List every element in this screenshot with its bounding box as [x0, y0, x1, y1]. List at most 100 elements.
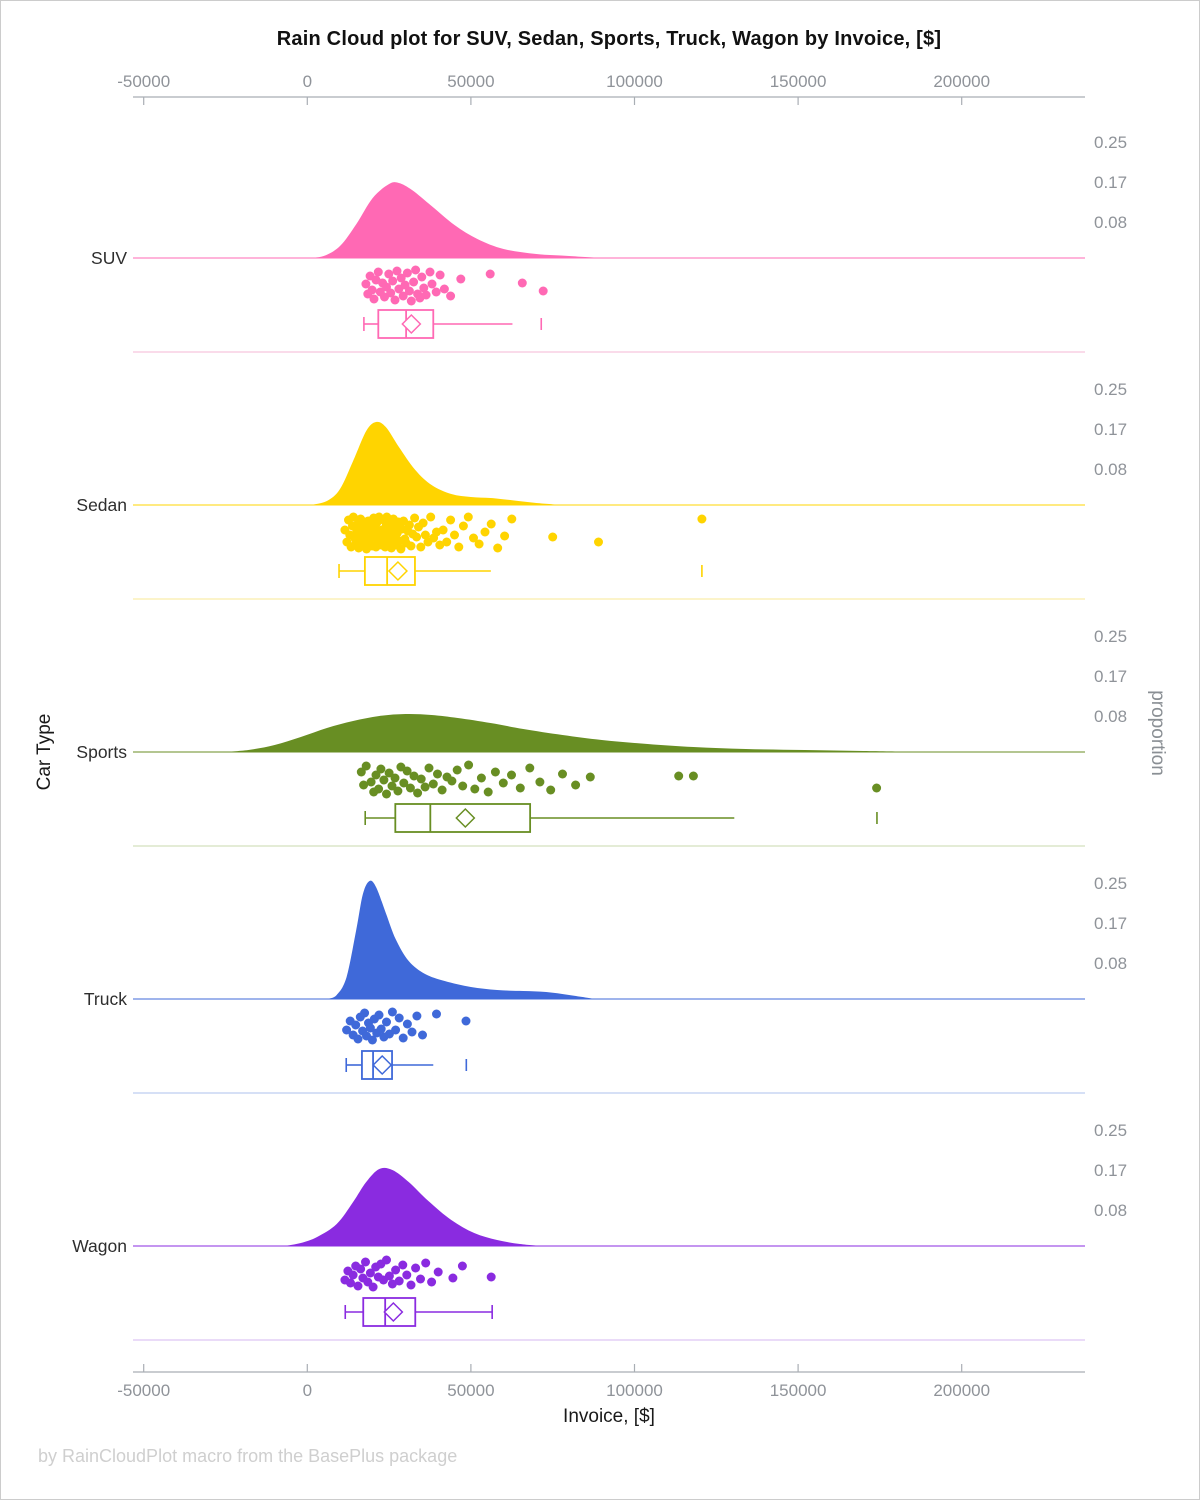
rain-point-truck	[342, 1025, 352, 1035]
rain-point-sports	[872, 783, 882, 793]
rain-point-wagon	[361, 1257, 370, 1267]
x-axis-tick-label-bottom: 0	[303, 1381, 312, 1400]
rain-point-sedan	[458, 521, 468, 531]
rain-point-truck	[461, 1016, 471, 1026]
proportion-tick-label-sedan: 0.17	[1094, 420, 1127, 439]
rain-point-wagon	[433, 1267, 443, 1277]
rain-point-sports	[428, 779, 438, 789]
rain-point-sedan	[348, 512, 358, 522]
rain-point-sports	[585, 772, 595, 782]
rain-point-wagon	[368, 1282, 378, 1292]
rain-point-suv	[386, 288, 396, 298]
rain-point-wagon	[387, 1279, 397, 1289]
rain-point-sports	[371, 770, 381, 780]
proportion-tick-label-sedan: 0.25	[1094, 380, 1127, 399]
rain-point-sports	[476, 773, 486, 783]
rain-point-sports	[433, 769, 442, 779]
rain-point-wagon	[406, 1280, 416, 1290]
x-axis-tick-label-bottom: 200000	[933, 1381, 990, 1400]
proportion-tick-label-truck: 0.08	[1094, 954, 1127, 973]
x-axis-tick-label-top: 0	[303, 72, 312, 91]
rain-point-sedan	[454, 542, 464, 552]
rain-point-sedan	[438, 525, 448, 535]
rain-point-sports	[437, 785, 447, 795]
rain-point-suv	[439, 284, 449, 294]
rain-point-truck	[412, 1011, 422, 1021]
rain-point-sedan	[507, 514, 517, 524]
x-axis-tick-label-top: -50000	[117, 72, 170, 91]
rain-point-sports	[490, 767, 500, 777]
proportion-tick-label-sedan: 0.08	[1094, 460, 1127, 479]
rain-point-sedan	[500, 531, 510, 541]
rain-point-sports	[507, 770, 516, 780]
rain-point-sedan	[412, 532, 422, 542]
density-area-sedan	[310, 421, 563, 505]
rain-point-truck	[365, 1023, 375, 1033]
rain-point-suv	[538, 286, 548, 296]
x-axis-tick-label-bottom: 100000	[606, 1381, 663, 1400]
rain-point-sedan	[450, 530, 459, 540]
rain-point-suv	[373, 267, 383, 277]
rain-point-sports	[464, 760, 474, 770]
rain-point-wagon	[391, 1265, 401, 1275]
category-label-sedan: Sedan	[76, 495, 127, 515]
rain-point-sports	[674, 771, 684, 781]
rain-point-sedan	[396, 544, 406, 554]
x-axis-tick-label-bottom: 150000	[770, 1381, 827, 1400]
rain-point-truck	[351, 1020, 361, 1030]
rain-point-suv	[435, 270, 445, 280]
rain-point-suv	[369, 294, 379, 304]
rain-point-sedan	[420, 530, 430, 540]
rain-point-sports	[366, 777, 376, 787]
proportion-tick-label-wagon: 0.25	[1094, 1121, 1127, 1140]
proportion-tick-label-sports: 0.08	[1094, 707, 1127, 726]
x-axis-tick-label-top: 150000	[770, 72, 827, 91]
mean-diamond-suv	[401, 313, 422, 335]
chart-title: Rain Cloud plot for SUV, Sedan, Sports, …	[276, 28, 942, 50]
rain-point-sedan	[446, 515, 456, 525]
rain-point-sports	[470, 784, 480, 794]
rain-point-truck	[376, 1024, 386, 1034]
category-label-truck: Truck	[84, 989, 127, 1009]
density-area-sports	[222, 713, 929, 752]
rain-point-sports	[384, 768, 394, 778]
rain-point-sports	[483, 787, 493, 797]
rain-point-suv	[456, 274, 466, 284]
rain-point-wagon	[411, 1263, 421, 1273]
rain-point-truck	[382, 1017, 391, 1027]
rain-point-sports	[374, 784, 384, 794]
rain-point-sedan	[493, 543, 503, 553]
mean-diamond-wagon	[383, 1301, 404, 1323]
rain-point-wagon	[427, 1277, 437, 1287]
rain-point-suv	[421, 290, 431, 300]
rain-point-sports	[525, 763, 535, 773]
x-axis-tick-label-top: 200000	[933, 72, 990, 91]
x-axis-tick-label-top: 50000	[447, 72, 494, 91]
rain-point-suv	[419, 283, 429, 293]
rain-point-sports	[405, 783, 415, 793]
proportion-tick-label-truck: 0.25	[1094, 874, 1127, 893]
rain-point-sports	[356, 767, 366, 777]
rain-point-sports	[447, 776, 457, 786]
rain-point-sports	[361, 761, 371, 771]
rain-point-sports	[379, 775, 389, 785]
rain-point-wagon	[448, 1273, 458, 1283]
rain-point-truck	[394, 1013, 404, 1023]
rain-point-sports	[515, 783, 525, 793]
rain-point-truck	[432, 1009, 441, 1019]
rain-point-sports	[558, 769, 567, 779]
rain-point-sports	[402, 766, 412, 776]
rain-point-suv	[388, 276, 398, 286]
rain-point-sedan	[594, 537, 603, 547]
rain-point-sedan	[404, 520, 414, 530]
rain-point-suv	[517, 278, 527, 288]
rain-point-sports	[546, 785, 556, 795]
rain-point-suv	[361, 279, 371, 289]
rain-point-suv	[402, 268, 412, 278]
rain-point-wagon	[398, 1260, 408, 1270]
proportion-tick-label-sports: 0.17	[1094, 667, 1127, 686]
rain-point-wagon	[356, 1264, 366, 1274]
rain-point-sedan	[480, 527, 490, 537]
